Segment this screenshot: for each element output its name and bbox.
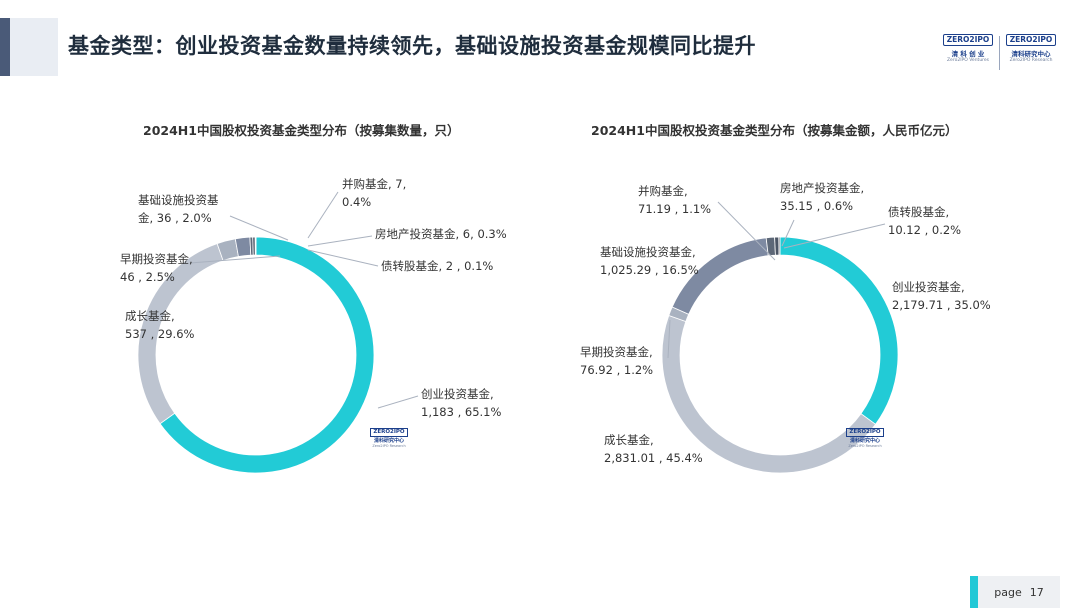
donut-slice-1 [661,314,877,474]
slice-label-value-4: 71.19 , 1.1% [638,202,711,216]
slice-label-name-1: 成长基金, [604,433,654,447]
donut-slice-3 [234,236,252,258]
logo-box-text: ZERO2IPO [942,34,994,46]
donut-slice-0 [159,236,375,474]
page-label: page [994,585,1022,599]
leader-line-3 [229,215,289,241]
slice-label-name-0: 创业投资基金, [892,280,965,294]
chart-title-amount: 2024H1中国股权投资基金类型分布（按募集金额，人民币亿元） [591,123,958,138]
donut-slice-5 [774,236,780,256]
leader-line-4 [717,201,776,261]
slice-label-name-4: 并购基金, [638,184,688,198]
logo-en-text: Zero2IPO Ventures [946,58,990,63]
slice-label-value-5: 35.15 , 0.6% [780,199,853,213]
slice-label-name-4: 并购基金, 7, [342,177,406,191]
slice-label-value-0: 1,183 , 65.1% [421,405,501,419]
leader-line-5 [307,235,373,247]
watermark-en-text: Zero2IPO Research [848,444,882,448]
logo-cn-text: 清科研究中心 [1011,50,1051,58]
slice-label-name-2: 早期投资基金, [580,345,653,359]
slice-label-value-1: 2,831.01 , 45.4% [604,451,703,465]
slice-label-name-6: 债转股基金, 2 , 0.1% [381,259,493,273]
slice-label-name-3: 基础设施投资基 [138,193,219,207]
leader-line-2 [189,255,281,264]
title-accent-bar [0,18,10,76]
title-accent-bar-light [10,18,58,76]
slice-label-value-6: 10.12 , 0.2% [888,223,961,237]
slice-label-name-2: 早期投资基金, [120,252,193,266]
page-title: 基金类型：创业投资基金数量持续领先，基础设施投资基金规模同比提升 [68,34,756,58]
chart-title-count: 2024H1中国股权投资基金类型分布（按募集数量，只） [143,123,460,138]
slice-label-name-0: 创业投资基金, [421,387,494,401]
leader-line-4 [307,191,339,239]
logo-cn-text: 清 科 创 业 [951,50,985,58]
leader-line-6 [307,249,379,267]
slice-label-value-3: 金, 36 , 2.0% [138,211,212,225]
slice-label-name-3: 基础设施投资基金, [600,245,696,259]
donut-slice-6 [254,236,257,256]
donut-slice-6 [778,236,781,256]
watermark-logo-left: ZERO2IPO 清科研究中心 Zero2IPO Research [369,428,409,448]
slice-label-name-5: 房地产投资基金, 6, 0.3% [375,227,507,241]
logo-en-text: Zero2IPO Research [1009,58,1053,63]
logo-divider [999,36,1000,70]
slice-label-value-0: 2,179.71 , 35.0% [892,298,991,312]
watermark-en-text: Zero2IPO Research [372,444,406,448]
zero2ipo-ventures-logo: ZERO2IPO 清 科 创 业 Zero2IPO Ventures [942,34,994,63]
slice-label-value-4: 0.4% [342,195,371,209]
watermark-cn-text: 清科研究中心 [849,438,880,444]
page-number: 17 [1029,585,1044,599]
page-indicator: page 17 [970,576,1060,608]
slice-label-value-1: 537 , 29.6% [125,327,195,341]
watermark-logo-right: ZERO2IPO 清科研究中心 Zero2IPO Research [845,428,885,448]
slice-label-value-2: 76.92 , 1.2% [580,363,653,377]
slice-label-name-6: 债转股基金, [888,205,949,219]
slice-label-name-5: 房地产投资基金, [780,181,864,195]
donut-chart-count: 创业投资基金, 1,183 , 65.1% 成长基金, 537 , 29.6% 早期投资… [120,177,507,474]
slice-label-value-3: 1,025.29 , 16.5% [600,263,699,277]
donut-slice-0 [779,236,899,425]
leader-line-5 [781,219,795,247]
logo-box-text: ZERO2IPO [1005,34,1057,46]
leader-line-2 [667,319,671,359]
leader-line-0 [377,395,419,409]
watermark-cn-text: 清科研究中心 [373,438,404,444]
slice-label-name-1: 成长基金, [125,309,175,323]
leader-line-6 [783,223,886,249]
header-logos: ZERO2IPO 清 科 创 业 Zero2IPO Ventures ZERO2… [942,34,1057,70]
watermark-box-text: ZERO2IPO [370,428,408,437]
donut-chart-amount: 创业投资基金, 2,179.71 , 35.0% 成长基金, 2,831.01 , 4… [580,181,991,474]
watermark-box-text: ZERO2IPO [846,428,884,437]
slice-label-value-2: 46 , 2.5% [120,270,175,284]
zero2ipo-research-logo: ZERO2IPO 清科研究中心 Zero2IPO Research [1005,34,1057,63]
